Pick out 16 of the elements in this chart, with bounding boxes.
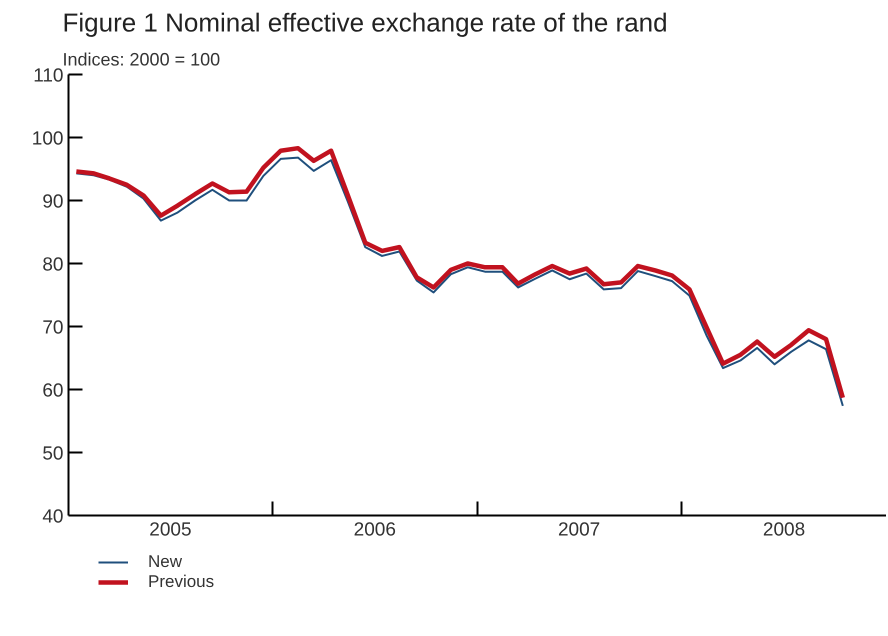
y-tick-label: 80 bbox=[42, 254, 64, 276]
x-tick-label: 2005 bbox=[149, 520, 192, 540]
x-tick-label: 2007 bbox=[558, 520, 600, 540]
y-tick-label: 100 bbox=[32, 128, 64, 150]
y-tick-label: 50 bbox=[42, 444, 64, 464]
chart-subtitle: Indices: 2000 = 100 bbox=[62, 50, 220, 70]
chart-title: Figure 1 Nominal effective exchange rate of the rand bbox=[62, 8, 668, 38]
legend-label: Previous bbox=[148, 572, 214, 592]
y-tick-label: 90 bbox=[42, 192, 64, 212]
y-tick-label: 70 bbox=[42, 318, 64, 338]
x-tick-label: 2006 bbox=[354, 520, 396, 540]
x-tick-label: 2008 bbox=[762, 520, 806, 540]
y-tick-label: 60 bbox=[42, 380, 64, 402]
legend-label: New bbox=[148, 552, 182, 572]
y-tick-label: 40 bbox=[42, 506, 64, 528]
y-tick-label: 110 bbox=[33, 66, 64, 86]
